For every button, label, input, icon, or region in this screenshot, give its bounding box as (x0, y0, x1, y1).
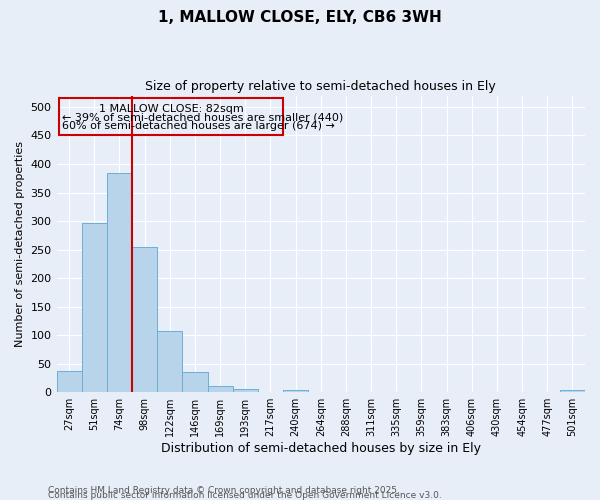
Text: 1 MALLOW CLOSE: 82sqm: 1 MALLOW CLOSE: 82sqm (98, 104, 244, 114)
Bar (157, 330, 182, 392)
Bar (560, 390, 585, 392)
Text: Contains public sector information licensed under the Open Government Licence v3: Contains public sector information licen… (48, 491, 442, 500)
Bar (56, 371, 82, 392)
Bar (132, 246, 157, 392)
Text: 60% of semi-detached houses are larger (674) →: 60% of semi-detached houses are larger (… (62, 121, 334, 131)
Bar (182, 372, 208, 392)
Text: 1, MALLOW CLOSE, ELY, CB6 3WH: 1, MALLOW CLOSE, ELY, CB6 3WH (158, 10, 442, 25)
Bar (208, 386, 233, 392)
Bar (283, 390, 308, 392)
Title: Size of property relative to semi-detached houses in Ely: Size of property relative to semi-detach… (145, 80, 496, 93)
Text: ← 39% of semi-detached houses are smaller (440): ← 39% of semi-detached houses are smalle… (62, 112, 343, 122)
Bar (82, 224, 107, 392)
Text: Contains HM Land Registry data © Crown copyright and database right 2025.: Contains HM Land Registry data © Crown c… (48, 486, 400, 495)
Y-axis label: Number of semi-detached properties: Number of semi-detached properties (15, 141, 25, 347)
X-axis label: Distribution of semi-detached houses by size in Ely: Distribution of semi-detached houses by … (161, 442, 481, 455)
Bar (59, 98, 283, 136)
Bar (233, 389, 258, 392)
Bar (107, 173, 132, 392)
